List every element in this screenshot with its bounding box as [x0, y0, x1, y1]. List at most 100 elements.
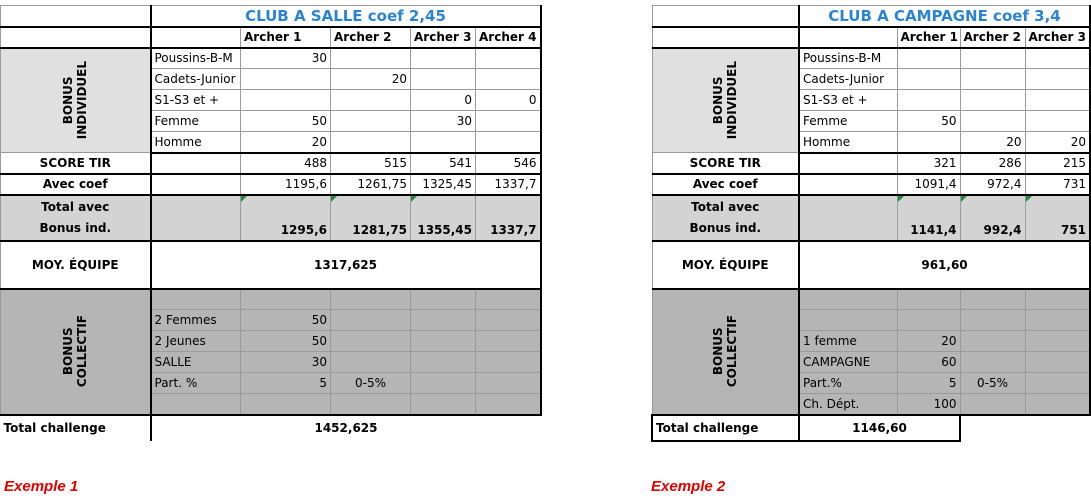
collective-row: Ch. Dépt. 100 — [652, 393, 1091, 416]
total-value: 1355,45 — [410, 194, 476, 242]
cell: 5 — [896, 372, 961, 394]
cell — [959, 110, 1026, 132]
row-label: Poussins-B-M — [149, 47, 241, 69]
total-value: 1337,7 — [475, 194, 542, 242]
example2-sheet: CLUB A CAMPAGNE coef 3,4 Archer 1 Archer… — [651, 5, 1091, 442]
archer-header: Archer 1 — [896, 26, 961, 49]
cell: 30 — [240, 47, 331, 69]
cell — [959, 393, 1026, 416]
cell — [330, 309, 411, 331]
coef-value: 1091,4 — [896, 173, 961, 196]
collective-row — [1, 393, 542, 416]
score-value: 215 — [1024, 152, 1091, 175]
cell: 0 — [410, 89, 476, 111]
cell — [896, 89, 961, 111]
cell: 60 — [896, 351, 961, 373]
individual-row: Homme 20 20 — [652, 131, 1091, 154]
individual-row: S1-S3 et + — [652, 89, 1091, 111]
total-label-line: Bonus ind. — [689, 220, 762, 235]
score-row: SCORE TIR 321 286 215 — [651, 152, 1091, 175]
row-label: Ch. Dépt. — [798, 393, 898, 416]
coef-row: Avec coef 1091,4 972,4 731 — [651, 173, 1091, 196]
cell — [330, 47, 411, 69]
individual-row: S1-S3 et + 0 0 — [1, 89, 542, 111]
moy-row: MOY. ÉQUIPE 1317,625 — [0, 240, 542, 290]
cell — [1024, 47, 1091, 69]
row-label: 2 Femmes — [149, 309, 241, 331]
score-value: 321 — [896, 152, 961, 175]
row-label: SALLE — [149, 351, 241, 373]
cell — [896, 288, 961, 310]
cell: 20 — [1024, 131, 1091, 154]
archer-header: Archer 3 — [410, 26, 476, 49]
cell — [410, 131, 476, 154]
total-row: Total avec Bonus ind. 1141,4 992,4 751 — [651, 194, 1091, 242]
cell: 20 — [896, 330, 961, 352]
individual-row: Femme 50 30 — [1, 110, 542, 132]
sheet-title: CLUB A CAMPAGNE coef 3,4 — [828, 6, 1061, 25]
cell — [330, 288, 411, 310]
total-label-line: Total avec — [691, 199, 760, 214]
row-label: Poussins-B-M — [798, 47, 898, 69]
example2-caption: Exemple 2 — [651, 478, 726, 495]
score-row: SCORE TIR 488 515 541 546 — [0, 152, 542, 175]
cell — [959, 89, 1026, 111]
cell: 100 — [896, 393, 961, 416]
total-row: Total avec Bonus ind. 1295,6 1281,75 135… — [0, 194, 542, 242]
coef-value: 1261,75 — [330, 173, 411, 196]
collective-row: Part. % 5 0-5% — [1, 372, 542, 394]
total-label-line: Total avec — [41, 199, 110, 214]
row-label: Cadets-Junior — [798, 68, 898, 90]
coef-value: 1337,7 — [475, 173, 542, 196]
sheet-title: CLUB A SALLE coef 2,45 — [245, 6, 446, 25]
bonus-collectif-label: BONUS COLLECTIF — [711, 315, 740, 388]
cell — [959, 288, 1026, 310]
coef-value: 1195,6 — [240, 173, 331, 196]
cell — [330, 330, 411, 352]
cell — [896, 131, 961, 154]
archer-header: Archer 4 — [475, 26, 542, 49]
coef-label: Avec coef — [651, 173, 800, 196]
row-label — [149, 393, 241, 416]
cell — [959, 330, 1026, 352]
cell — [240, 288, 331, 310]
coef-value: 972,4 — [959, 173, 1026, 196]
example1-caption: Exemple 1 — [4, 478, 79, 495]
collective-row: 1 femme 20 — [652, 330, 1091, 352]
coef-value: 1325,45 — [410, 173, 476, 196]
bonus-individuel-label: BONUS INDIVIDUEL — [711, 61, 740, 140]
bonus-individuel-label: BONUS INDIVIDUEL — [61, 61, 90, 140]
collective-row — [652, 309, 1091, 331]
cell — [1024, 110, 1091, 132]
total-value: 992,4 — [959, 194, 1026, 242]
cell — [896, 68, 961, 90]
cell — [1024, 68, 1091, 90]
bonus-individuel-cell: BONUS INDIVIDUEL — [651, 47, 800, 153]
cell: 20 — [240, 131, 331, 154]
individual-row: BONUS INDIVIDUEL Poussins-B-M — [651, 47, 1091, 153]
total-challenge-row: Total challenge 1452,625 — [0, 414, 541, 441]
row-label: Femme — [798, 110, 898, 132]
cell — [330, 131, 411, 154]
row-label: Homme — [798, 131, 898, 154]
cell — [896, 47, 961, 69]
row-label: S1-S3 et + — [149, 89, 241, 111]
cell: 50 — [240, 110, 331, 132]
cell — [330, 110, 411, 132]
cell: 50 — [240, 309, 331, 331]
row-label — [149, 288, 241, 310]
cell: 20 — [330, 68, 411, 90]
bonus-collectif-cell: BONUS COLLECTIF — [0, 288, 151, 416]
cell — [410, 68, 476, 90]
collective-row: CAMPAGNE 60 — [652, 351, 1091, 373]
title-row: CLUB A CAMPAGNE coef 3,4 — [651, 5, 1091, 28]
header-row: Archer 1 Archer 2 Archer 3 — [651, 26, 1091, 49]
score-label: SCORE TIR — [651, 152, 800, 175]
moy-label: MOY. ÉQUIPE — [651, 240, 800, 290]
cell: 30 — [410, 110, 476, 132]
row-label: Femme — [149, 110, 241, 132]
score-value: 488 — [240, 152, 331, 175]
total-label: Total avec Bonus ind. — [651, 194, 800, 242]
archer-header: Archer 1 — [240, 26, 331, 49]
score-label: SCORE TIR — [0, 152, 151, 175]
